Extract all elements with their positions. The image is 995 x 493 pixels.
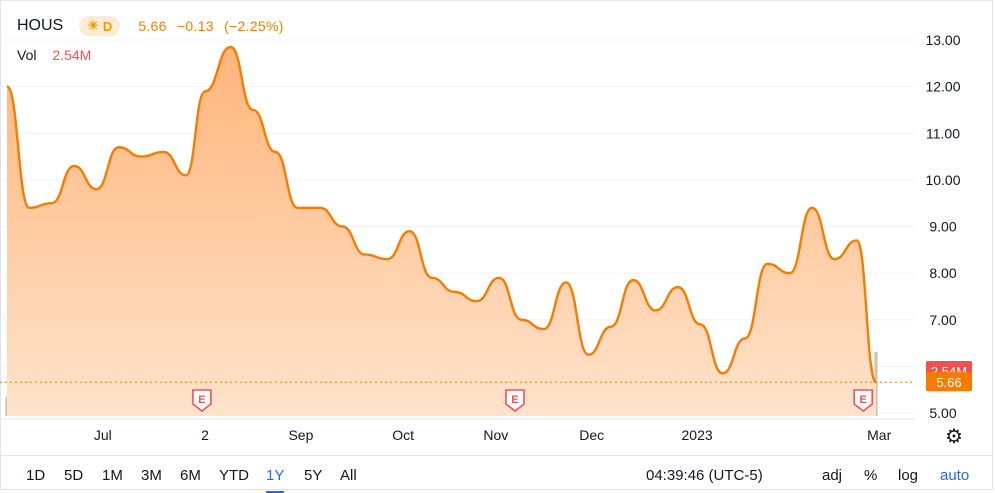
earnings-marker-label: E — [860, 394, 867, 406]
time-tick-label: Nov — [483, 427, 508, 443]
interval-badge[interactable]: ☀ D — [79, 16, 121, 36]
log-toggle[interactable]: log — [898, 467, 919, 484]
earnings-marker — [505, 389, 525, 413]
last-price: 5.66 — [138, 18, 167, 34]
price-area — [7, 46, 876, 417]
price-change: −0.13 — [176, 18, 214, 34]
price-line — [5, 45, 878, 384]
adj-toggle[interactable]: adj — [822, 467, 843, 484]
price-tick-label: 11.00 — [926, 125, 960, 141]
time-tick-label: Dec — [579, 427, 604, 443]
time-tick-label: Sep — [288, 427, 313, 443]
price-tick-label: 5.00 — [929, 405, 956, 421]
range-all[interactable]: All — [340, 467, 357, 484]
clock[interactable]: 04:39:46 (UTC-5) — [646, 467, 763, 484]
range-1m[interactable]: 1M — [102, 467, 123, 484]
last-price-tag — [926, 372, 972, 392]
time-tick-label: Mar — [867, 427, 891, 443]
interval-label: D — [102, 18, 113, 34]
range-1y[interactable]: 1Y — [266, 467, 285, 493]
time-tick-label: 2 — [201, 427, 209, 443]
time-axis[interactable]: Jul 2 Sep Oct Nov Dec 2023 Mar — [0, 418, 915, 443]
sun-icon: ☀ — [87, 18, 99, 33]
auto-toggle[interactable]: auto — [940, 467, 970, 484]
range-1d[interactable]: 1D — [26, 467, 46, 484]
range-ytd[interactable]: YTD — [219, 467, 249, 484]
bottom-toolbar: 1D 5D 1M 3M 6M YTD 1Y 5Y All 04:39:46 (U… — [0, 455, 993, 493]
range-6m[interactable]: 6M — [180, 467, 201, 484]
volume-label[interactable]: Vol — [17, 47, 37, 63]
quote-values: 5.66 −0.13 (−2.25%) — [138, 18, 289, 34]
earnings-marker-label: E — [198, 394, 205, 406]
price-tick-label: 9.00 — [929, 219, 956, 235]
volume-legend: Vol 2.54M — [17, 47, 91, 63]
earnings-marker-label: E — [511, 394, 518, 406]
chart-legend: HOUS ☀ D 5.66 −0.13 (−2.25%) — [17, 16, 290, 36]
price-tick-label: 7.00 — [929, 312, 956, 328]
percent-toggle[interactable]: % — [864, 467, 878, 484]
time-tick-label: Jul — [94, 427, 112, 443]
price-tick-label: 10.00 — [925, 172, 960, 188]
range-3m[interactable]: 3M — [141, 467, 162, 484]
symbol-name[interactable]: HOUS — [17, 17, 64, 34]
volume-value: 2.54M — [52, 47, 92, 63]
earnings-marker — [192, 389, 212, 413]
time-tick-label: 2023 — [682, 427, 713, 443]
range-5d[interactable]: 5D — [64, 467, 84, 484]
last-price-tag-label: 5.66 — [936, 375, 961, 390]
price-tick-label: 8.00 — [929, 265, 956, 281]
settings-gear-icon[interactable]: ⚙ — [945, 426, 963, 448]
time-tick-label: Oct — [392, 427, 414, 443]
price-tick-label: 12.00 — [925, 79, 960, 95]
price-change-pct: (−2.25%) — [224, 18, 284, 34]
range-5y[interactable]: 5Y — [304, 467, 323, 484]
earnings-marker — [853, 389, 874, 413]
price-tick-label: 13.00 — [925, 32, 960, 48]
